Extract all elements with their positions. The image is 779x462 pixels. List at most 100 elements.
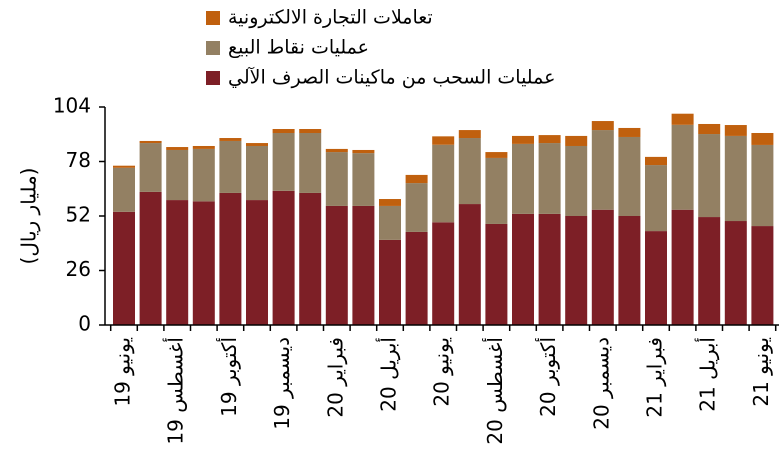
bar-segment [645,165,667,232]
bar-segment [272,132,295,191]
bar-segment [458,130,481,139]
bar-segment [565,135,588,146]
legend-label: تعاملات التجارة الالكترونية [228,7,433,29]
bar-segment [645,231,667,325]
bar-segment [751,144,774,227]
bar-segment [485,223,508,325]
bar-segment [113,211,135,325]
bar-segment [485,152,508,158]
bar-segment [698,217,721,325]
bar-segment [405,231,428,325]
y-tick-label: 52 [66,203,91,227]
bar-segment [299,192,322,325]
y-axis-label: (مليار ريال) [17,168,41,265]
bar-segment [219,138,242,141]
bar-segment [379,239,401,325]
bar-segment [246,143,268,146]
bar-segment [166,149,189,201]
bar-segment [299,132,322,193]
bar-segment [698,123,721,135]
bar-segment [618,127,641,137]
legend-swatch [206,41,220,55]
legend-swatch [206,11,220,25]
bar-segment [379,205,401,240]
legend-label: عمليات نقاط البيع [228,37,369,59]
bar-segment [591,209,614,325]
bar-segment [591,121,614,131]
bar-segment [246,145,268,201]
bar-segment [618,216,641,325]
y-tick-label: 0 [78,312,91,336]
x-tick-label: ديسمبر 19 [270,337,294,430]
bar-segment [724,125,747,136]
bar-segment [325,205,348,325]
bar-segment [432,136,455,145]
bar-segment [192,145,215,149]
bar-segment [671,113,694,125]
bar-segment [698,134,721,218]
bar-segment [405,183,428,232]
bar-segment [591,130,614,210]
bar-segment [751,226,774,325]
bar-segment [166,147,189,150]
bar-segment [645,156,667,166]
bar-segment [432,222,455,325]
bar-segment [139,143,162,192]
y-tick-label: 78 [66,148,91,172]
bar-segment [299,129,322,133]
bar-segment [219,192,242,325]
x-tick-label: ديسمبر 20 [589,337,613,430]
x-tick-label: أغسطس 19 [163,337,188,445]
bar-segment [192,148,215,202]
bar-segment [512,213,534,325]
bar-segment [512,135,534,144]
bar-segment [538,135,561,144]
bar-segment [113,165,135,168]
bar-segment [671,209,694,325]
bar-segment [166,200,189,325]
bar-segment [325,152,348,206]
bar-segment [113,167,135,212]
y-tick-label: 104 [53,94,91,118]
bar-segment [246,200,268,325]
x-tick-label: يونيو 21 [749,337,773,407]
bar-segment [272,129,295,133]
legend-swatch [206,71,220,85]
bar-segment [352,205,375,325]
bar-segment [565,145,588,216]
bar-segment [219,140,242,193]
bar-segment [512,143,534,214]
bar-segment [724,221,747,325]
x-tick-label: أكتوبر 19 [216,337,241,417]
y-tick-label: 26 [66,257,91,281]
bar-segment [139,191,162,325]
bar-segment [618,136,641,216]
bar-segment [432,144,455,223]
bar-segment [671,124,694,210]
x-tick-label: أبريل 20 [376,337,401,412]
bar-segment [272,190,295,325]
x-tick-label: يونيو 20 [430,337,454,407]
bar-segment [565,216,588,325]
bar-segment [724,135,747,222]
x-tick-label: فبراير 21 [643,337,667,418]
bar-segment [325,148,348,153]
bar-segment [751,132,774,145]
bar-segment [538,143,561,214]
bar-segment [485,157,508,224]
bar-segment [192,201,215,325]
x-tick-label: أغسطس 20 [482,337,507,445]
bar-segment [458,138,481,205]
bar-segment [458,204,481,325]
bar-segment [405,174,428,184]
bar-segment [538,213,561,325]
x-tick-label: فبراير 20 [323,337,347,418]
x-tick-label: أبريل 21 [695,337,720,412]
bar-segment [139,140,162,144]
legend-label: عمليات السحب من ماكينات الصرف الآلي [228,67,555,89]
x-tick-label: أكتوبر 20 [535,337,560,417]
x-tick-label: يونيو 19 [111,337,135,407]
bar-segment [352,149,375,154]
bar-segment [352,153,375,206]
